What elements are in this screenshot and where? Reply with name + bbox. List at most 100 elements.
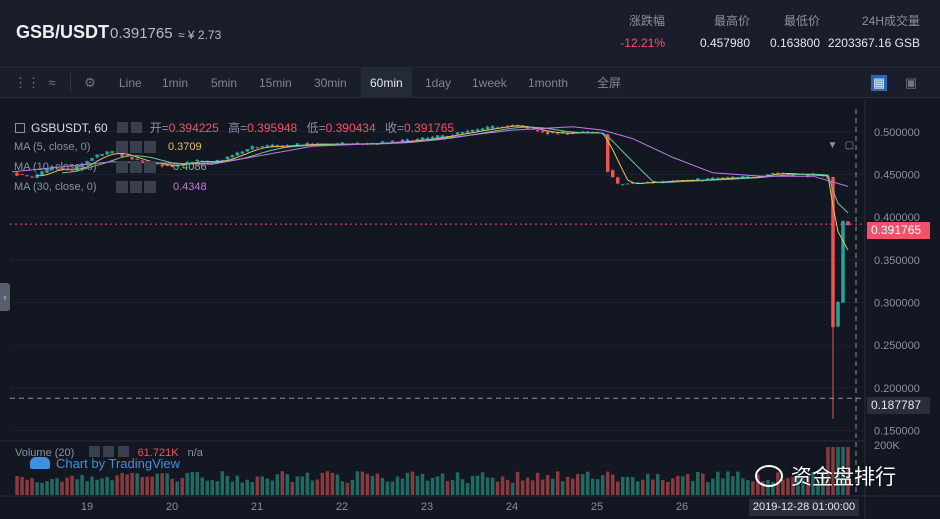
indicator-icon[interactable]: ▦ xyxy=(871,75,887,91)
legend-buttons[interactable] xyxy=(117,121,143,135)
volume-bar xyxy=(95,479,99,495)
volume-bar xyxy=(565,476,570,495)
toolbar-divider xyxy=(70,74,71,92)
candle-body xyxy=(165,165,169,167)
volume-bar xyxy=(165,473,169,495)
volume-bar xyxy=(355,471,360,495)
candle-body xyxy=(235,152,240,156)
x-tick-label: 21 xyxy=(251,501,263,513)
close-icon[interactable] xyxy=(117,446,129,457)
interval-1month[interactable]: 1month xyxy=(528,76,569,90)
volume-bar xyxy=(140,476,144,495)
candle-body xyxy=(60,168,64,170)
volume-bar xyxy=(771,481,775,495)
eye-icon[interactable] xyxy=(117,122,129,133)
volume-bar xyxy=(550,478,555,495)
candle-body xyxy=(95,154,99,158)
volume-bar xyxy=(440,473,445,495)
ma10-legend-buttons[interactable] xyxy=(116,161,156,173)
volume-bar xyxy=(520,480,525,495)
volume-bar xyxy=(631,477,635,495)
volume-bar xyxy=(270,480,275,495)
candle-body xyxy=(110,151,114,153)
candle-body xyxy=(250,146,255,150)
volume-bar xyxy=(230,481,235,495)
line-style-icon[interactable]: ≈ xyxy=(48,75,56,90)
candle-body xyxy=(435,135,440,138)
candle-body xyxy=(225,156,229,160)
volume-bar xyxy=(555,471,560,495)
candle-body xyxy=(510,125,515,127)
candle-body xyxy=(160,164,164,167)
interval-5min[interactable]: 5min xyxy=(211,76,238,90)
volume-bar xyxy=(535,472,540,495)
volume-bar xyxy=(786,477,790,495)
candle-body xyxy=(130,157,134,160)
settings-icon[interactable]: ⚙ xyxy=(84,75,96,90)
current-price-tag: 0.391765 xyxy=(867,222,930,239)
interval-1week[interactable]: 1week xyxy=(472,76,507,90)
volume-bar xyxy=(570,478,575,495)
candle-body xyxy=(585,131,590,133)
interval-1min[interactable]: 1min xyxy=(162,76,189,90)
candle-body xyxy=(170,165,174,167)
volume-bar xyxy=(245,479,250,495)
candle-body xyxy=(80,163,84,168)
x-tick-label: 22 xyxy=(336,501,348,513)
fullscreen-button[interactable]: 全屏 xyxy=(597,76,622,90)
volume-bar xyxy=(20,476,24,495)
candle-body xyxy=(731,176,735,179)
volume-label: Volume (20) xyxy=(15,447,75,459)
candle-body xyxy=(85,161,89,165)
volume-bar xyxy=(495,481,500,495)
candle-body xyxy=(105,151,109,155)
open-label: 开= xyxy=(149,121,169,135)
interval-line[interactable]: Line xyxy=(119,76,142,90)
candle-body xyxy=(125,155,129,157)
candle-body xyxy=(260,146,265,148)
pane-buttons[interactable]: ▼ ▢ xyxy=(827,140,855,151)
ma30-line xyxy=(11,126,849,187)
ma5-legend-buttons[interactable] xyxy=(116,141,156,153)
ma5-line xyxy=(36,125,849,251)
candle-body xyxy=(440,135,445,137)
volume-bar xyxy=(500,476,505,495)
interval-60min[interactable]: 60min xyxy=(361,68,412,98)
candles-icon[interactable]: ⋮⋮ xyxy=(14,75,40,90)
candle-body xyxy=(831,177,835,328)
candle-body xyxy=(245,149,250,152)
ma30-legend-buttons[interactable] xyxy=(116,181,156,193)
candle-body xyxy=(470,129,475,132)
tradingview-cloud-icon xyxy=(30,457,50,469)
restore-icon: ▢ xyxy=(844,140,855,151)
candle-body xyxy=(275,145,280,147)
volume-bar xyxy=(300,476,305,495)
collapse-icon[interactable] xyxy=(15,123,25,133)
candle-body xyxy=(355,142,360,144)
candle-body xyxy=(155,163,159,165)
fullscreen-chart-icon[interactable]: ▣ xyxy=(904,75,918,90)
interval-30min[interactable]: 30min xyxy=(314,76,347,90)
volume-bar xyxy=(150,476,154,495)
volume-bar xyxy=(145,476,149,495)
interval-15min[interactable]: 15min xyxy=(259,76,292,90)
candle-body xyxy=(185,162,189,164)
volume-bar xyxy=(130,472,134,495)
settings-icon[interactable] xyxy=(103,446,115,457)
tradingview-attribution[interactable]: Chart by TradingView xyxy=(30,456,180,471)
volume-bar xyxy=(706,482,710,495)
volume-bar xyxy=(610,474,615,495)
candle-body xyxy=(220,160,224,162)
high-label: 高= xyxy=(228,121,248,135)
interval-1day[interactable]: 1day xyxy=(425,76,452,90)
sidebar-toggle-handle[interactable]: › xyxy=(0,283,10,311)
candle-body xyxy=(696,178,700,181)
volume-bar xyxy=(75,479,79,495)
settings-icon xyxy=(130,181,142,193)
volume-bar xyxy=(791,476,795,495)
eye-icon[interactable] xyxy=(89,446,101,457)
volume-bar xyxy=(455,472,460,495)
settings-icon[interactable] xyxy=(131,122,143,133)
candle-body xyxy=(70,170,74,172)
price-chart[interactable]: 0.500000 0.450000 0.400000 0.350000 0.300000… xyxy=(0,99,940,519)
